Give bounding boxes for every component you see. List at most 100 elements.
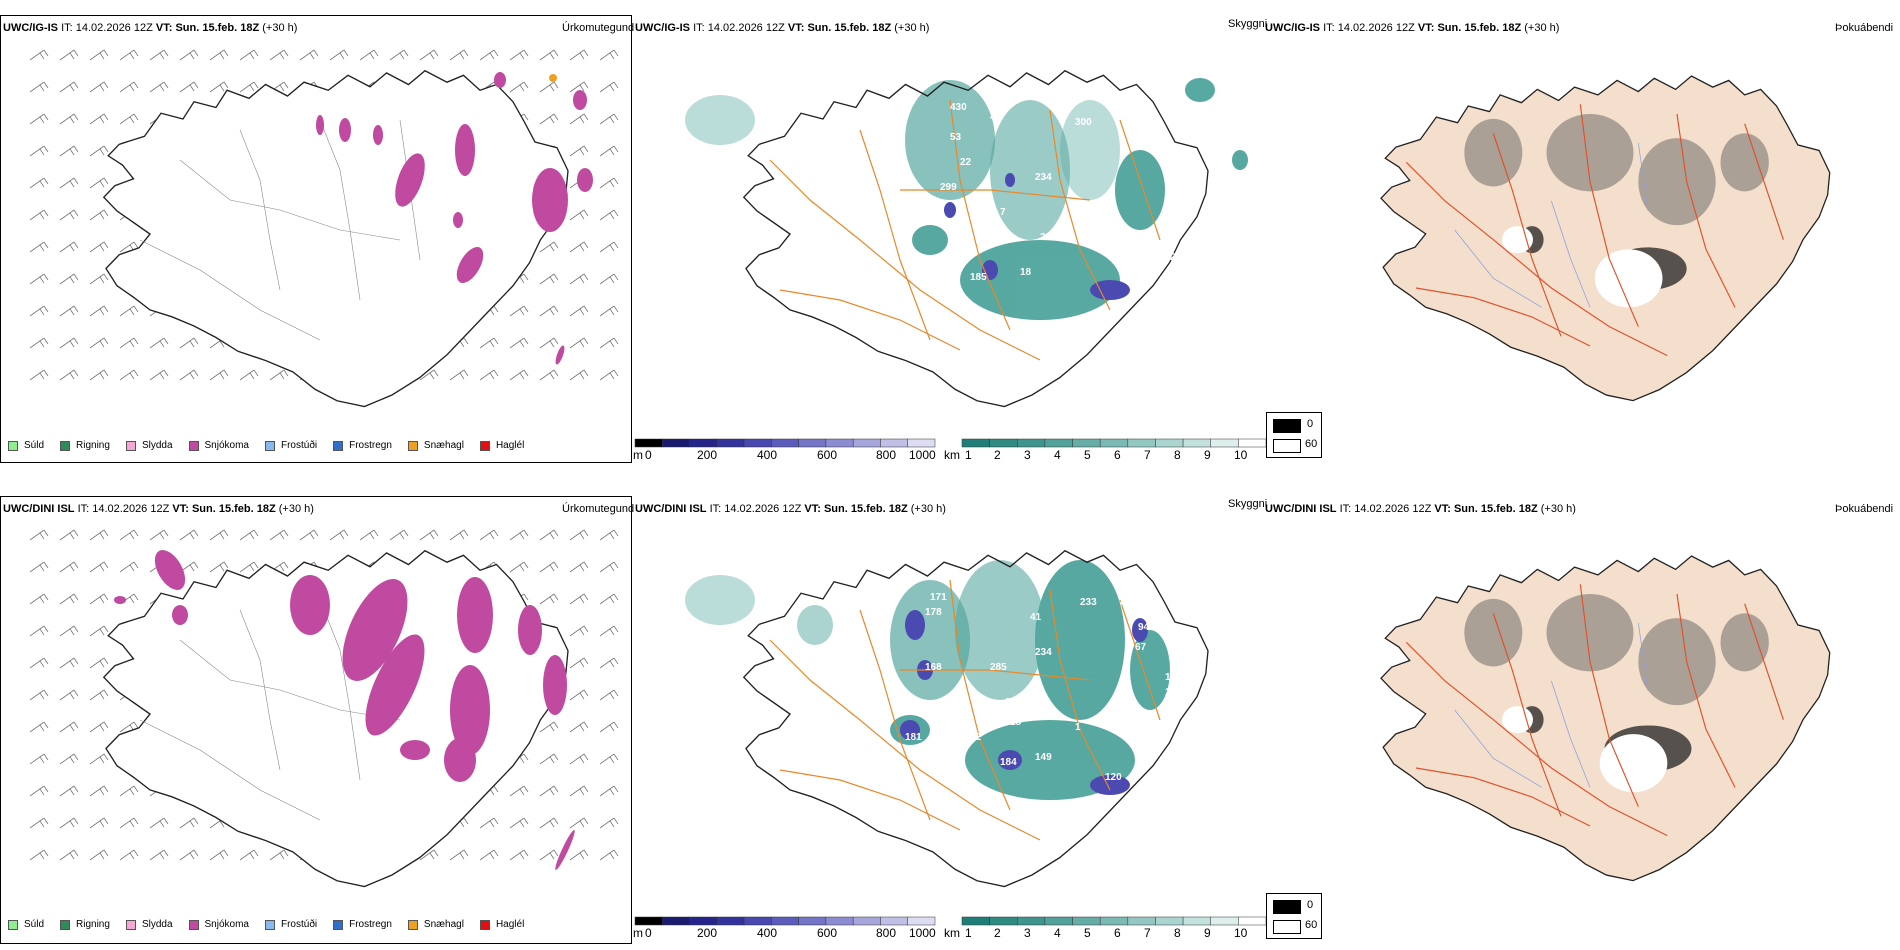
wind-barb [539,369,559,381]
wind-barb [119,369,139,381]
colorbar-segment [907,916,936,926]
wind-barb [29,209,49,221]
wind-barb [149,849,169,861]
wind-barb [419,849,439,861]
wind-barb [569,593,589,605]
wind-barb [59,561,79,573]
wind-barb [599,625,619,637]
wind-barb [449,369,469,381]
cloud-base-label: 7 [1000,207,1006,218]
wind-barb [269,849,289,861]
wind-barb [119,305,139,317]
wind-barb [479,529,499,541]
wind-barb [569,625,589,637]
legend-swatch [188,440,199,451]
wind-barb [209,529,229,541]
wind-barb [89,817,109,829]
wind-barb [599,849,619,861]
cloud-base-label: 1303 [950,242,973,253]
cloud-base-label: 50 [1150,732,1162,743]
cloud-base-label: 300 [1075,117,1092,128]
fog-map-1 [1380,75,1831,402]
precip-panel-1-frame [0,15,632,463]
wind-barb [539,337,559,349]
wind-barb [239,849,259,861]
wind-barb [479,369,499,381]
product-title-precip: Úrkomutegund [562,22,635,34]
wind-barb [479,849,499,861]
colorbar-segment [852,438,881,448]
wind-barb [89,305,109,317]
legend-swatch [407,440,418,451]
wind-barb [569,337,589,349]
legend-item: Slydda [125,440,173,451]
cloud-base-colorbar-1 [634,438,936,448]
vis-bar-ticks-2: km 1 2 3 4 5 6 7 8 9 10 [944,926,1248,940]
wind-barb [509,817,529,829]
panel-title-2c: UWC/DINI ISL IT: 14.02.2026 12Z VT: Sun.… [1265,503,1576,515]
wind-barb [569,49,589,61]
wind-barb [509,785,529,797]
product-title-fog: Þokuábendi [1835,22,1894,34]
wind-barb [209,49,229,61]
colorbar-segment [1182,916,1211,926]
wind-barb [569,113,589,125]
wind-barb [599,177,619,189]
wind-barb [89,177,109,189]
wind-barb [89,241,109,253]
wind-barb [149,337,169,349]
wind-barb [599,689,619,701]
product-title-precip-2: Úrkomutegund [562,503,635,515]
cloud-base-label: 136 [1110,242,1127,253]
vt-label: VT: [155,22,173,34]
wind-barb [89,529,109,541]
product-title-visibility: Skyggni [1228,18,1268,30]
wind-barb [569,817,589,829]
wind-barb [599,241,619,253]
cloud-base-label: 234 [1035,647,1052,658]
colorbar-segment [1238,916,1267,926]
colorbar-segment [1044,916,1073,926]
colorbar-segment [852,916,881,926]
wind-barb [269,529,289,541]
colorbar-segment [880,438,908,448]
wind-barb [29,593,49,605]
legend-item: Snjókoma [188,919,249,930]
wind-barb [29,81,49,93]
wind-barb [539,785,559,797]
wind-barb [119,49,139,61]
colorbar-segment [798,916,827,926]
wind-barb [29,785,49,797]
legend-item: Frostúði [264,919,317,930]
legend-swatch [333,919,344,930]
wind-barb [29,369,49,381]
legend-item: Súld [8,919,44,930]
panel-title-1a: UWC/IG-IS IT: 14.02.2026 12Z VT: Sun. 15… [3,22,297,34]
wind-barb [599,593,619,605]
wind-barb [59,241,79,253]
wind-barb [599,785,619,797]
product-title-fog-2: Þokuábendi [1835,503,1894,515]
wind-barb [29,561,49,573]
wind-barb [389,529,409,541]
wind-barb [89,849,109,861]
colorbar-segment [1017,438,1046,448]
cloud-base-label: 460 [1165,222,1182,233]
legend-swatch [407,919,418,930]
panel-title-2b: UWC/DINI ISL IT: 14.02.2026 12Z VT: Sun.… [635,503,946,515]
visibility-map-1: 430 45 53 22 299 234 300 66 102 411 80 460 292 1303 18… [685,70,1248,408]
legend-item: Haglél [479,440,524,451]
wind-barb [599,369,619,381]
wind-barb [29,337,49,349]
cloud-base-label: 18 [1020,267,1032,278]
cloud-base-colorbar-2 [634,916,936,926]
cloud-base-label: 66 [1160,142,1172,153]
legend-swatch [264,440,275,451]
legend-swatch [8,440,18,451]
wind-barb [509,81,529,93]
wind-barb [539,241,559,253]
colorbar-segment [880,916,908,926]
cloud-base-label: 430 [950,102,967,113]
colorbar-segment [771,438,799,448]
legend-swatch [60,919,71,930]
